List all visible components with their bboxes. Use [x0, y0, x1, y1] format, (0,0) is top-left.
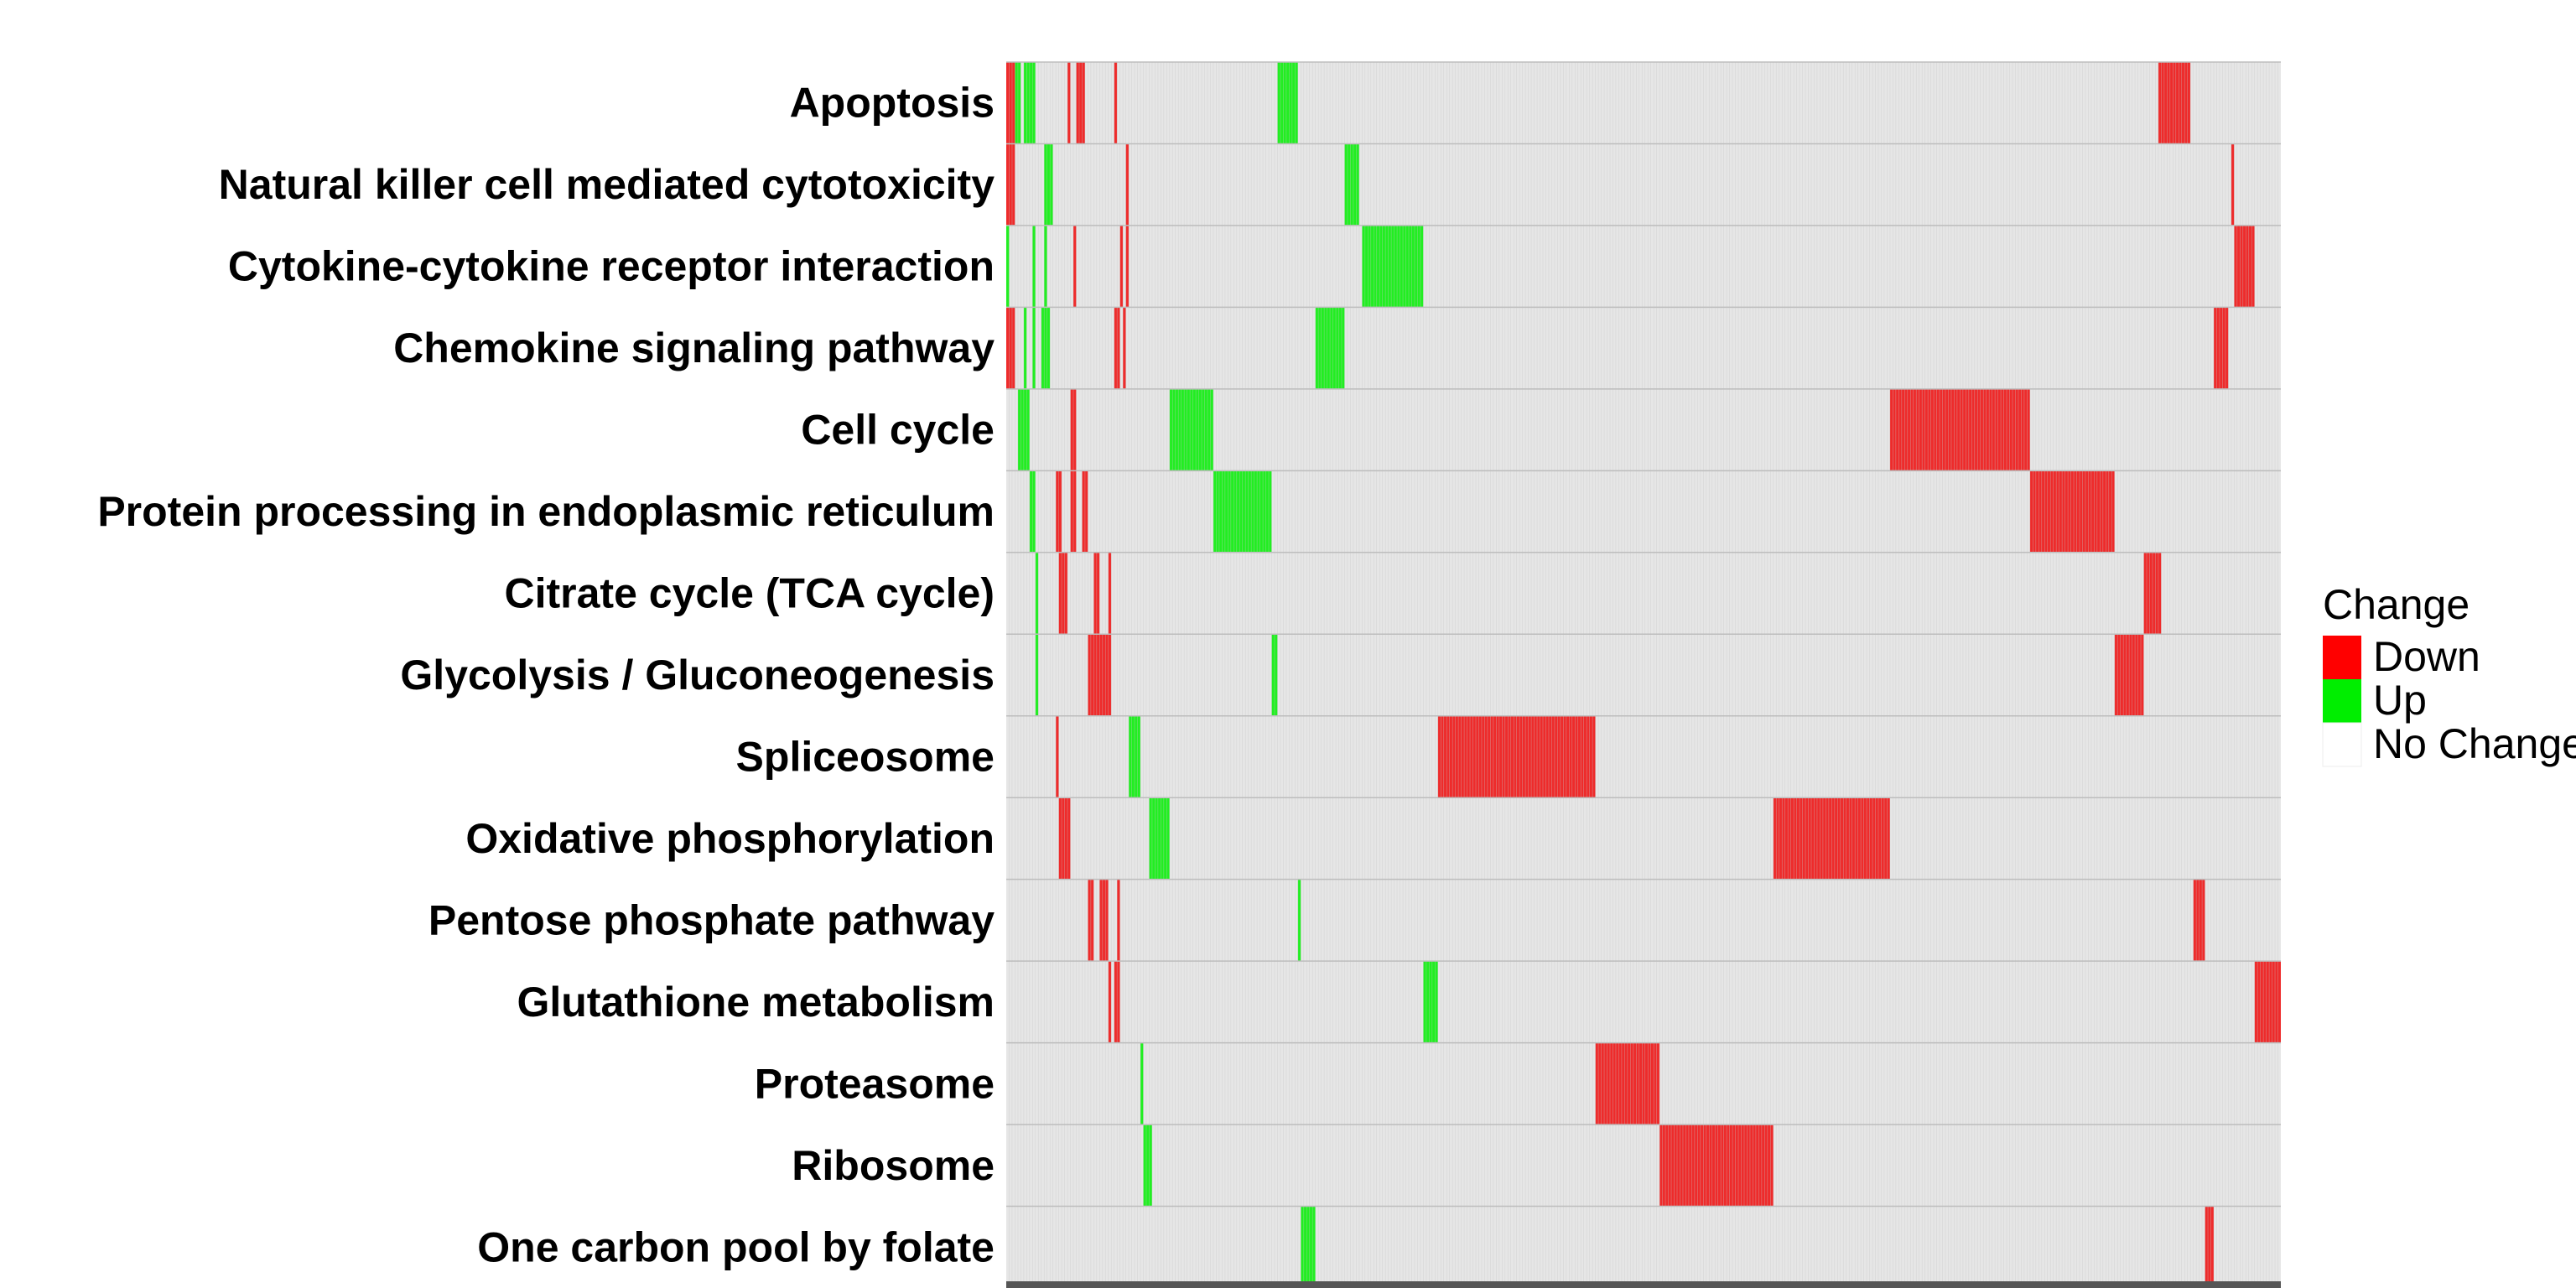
legend-label: Down: [2373, 633, 2480, 680]
heatmap-cell-down: [2231, 143, 2235, 226]
heatmap-cell-down: [2158, 62, 2191, 144]
heatmap-cell-down: [1119, 225, 1124, 308]
heatmap-cell-up: [1301, 1206, 1316, 1288]
row-label: Chemokine signaling pathway: [393, 325, 995, 371]
heatmap-cell-up: [1344, 143, 1359, 226]
heatmap-cell-down: [1006, 143, 1015, 226]
heatmap-cell-up: [1297, 879, 1301, 962]
heatmap-cell-up: [1169, 388, 1213, 471]
heatmap-cell-up: [1023, 307, 1027, 389]
row-label: Pentose phosphate pathway: [428, 896, 995, 943]
row-label: Ribosome: [792, 1142, 995, 1189]
row-label: Protein processing in endoplasmic reticu…: [97, 488, 995, 535]
heatmap-cell-down: [1058, 552, 1068, 635]
heatmap-cell-down: [1123, 307, 1126, 389]
row-label: Glutathione metabolism: [517, 979, 995, 1026]
heatmap-cell-up: [1032, 225, 1036, 308]
row-label: Apoptosis: [790, 80, 995, 127]
heatmap-cell-down: [1056, 715, 1059, 798]
row-label: One carbon pool by folate: [477, 1223, 995, 1270]
heatmap-cell-down: [1006, 307, 1015, 389]
heatmap-cell-down: [2214, 307, 2229, 389]
heatmap-cell-down: [1006, 62, 1015, 144]
heatmap-cell-down: [2254, 961, 2281, 1043]
heatmap-cell-down: [1067, 62, 1071, 144]
legend-swatch: [2323, 679, 2361, 723]
heatmap-cell-up: [1140, 1042, 1144, 1125]
heatmap-cell-up: [1044, 225, 1047, 308]
heatmap-cell-up: [1044, 143, 1053, 226]
heatmap-cell-up: [1006, 225, 1010, 308]
heatmap-cell-up: [1035, 634, 1039, 716]
heatmap-cell-up: [1149, 797, 1170, 880]
heatmap-cell-up: [1023, 62, 1027, 144]
row-label: Citrate cycle (TCA cycle): [505, 570, 995, 617]
heatmap-cell-up: [1032, 307, 1036, 389]
row-label: Cell cycle: [801, 407, 995, 454]
heatmap-cell-down: [1108, 961, 1112, 1043]
row-label: Cytokine-cytokine receptor interaction: [228, 243, 995, 290]
heatmap-cell-down: [1108, 552, 1112, 635]
heatmap-gridlines: [1006, 61, 2281, 1288]
heatmap-cell-down: [1125, 143, 1130, 226]
x-axis-bar: [1006, 1281, 2281, 1288]
heatmap-cell-down: [2234, 225, 2255, 308]
row-label: Proteasome: [755, 1060, 995, 1107]
heatmap-cell-down: [1076, 62, 1085, 144]
heatmap-cell-down: [2205, 1206, 2214, 1288]
row-label: Natural killer cell mediated cytotoxicit…: [219, 161, 995, 208]
heatmap-cell-up: [1035, 552, 1039, 635]
heatmap-cell-up: [1277, 62, 1298, 144]
heatmap-cell-down: [1117, 879, 1120, 962]
legend-swatch: [2322, 722, 2362, 767]
heatmap-cell-up: [1423, 961, 1438, 1043]
heatmap-cell-down: [1099, 879, 1109, 962]
heatmap-cell-down: [1114, 62, 1118, 144]
legend-swatch: [2323, 636, 2361, 679]
heatmap-cell-down: [1125, 225, 1130, 308]
heatmap-cell-up: [1026, 62, 1036, 144]
legend-title: Change: [2323, 581, 2470, 628]
legend-label: No Change: [2373, 720, 2576, 767]
legend-label: Up: [2373, 677, 2427, 724]
heatmap-cell-up: [1041, 307, 1051, 389]
row-label: Glycolysis / Gluconeogenesis: [400, 652, 995, 699]
heatmap-cell-down: [1073, 225, 1077, 308]
heatmap-cell-down: [2029, 470, 2115, 553]
heatmap-cell-down: [1659, 1124, 1774, 1207]
row-label: Oxidative phosphorylation: [465, 815, 995, 862]
heatmap-cell-up: [1143, 1124, 1152, 1207]
column-gridlines: [1009, 62, 2278, 1288]
row-labels: Apoptosis Natural killer cell mediated cy…: [97, 80, 995, 1271]
row-label: Spliceosome: [736, 733, 995, 780]
heatmap-cell-up: [1362, 225, 1424, 308]
